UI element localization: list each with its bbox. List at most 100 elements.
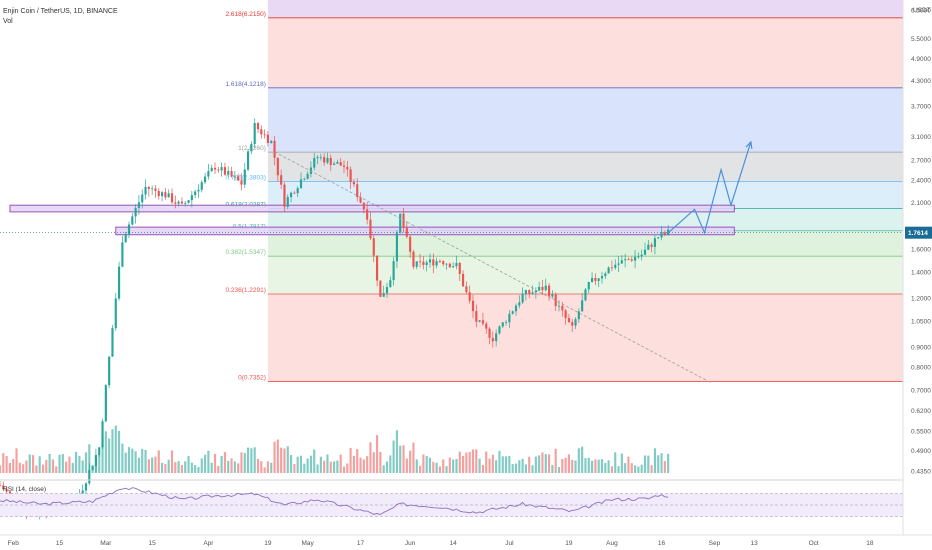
candle-body [94,454,97,467]
fib-label: 0(0.7352) [238,375,266,382]
candle-body [564,310,567,319]
candle-body [524,290,527,294]
candle-body [280,175,283,185]
volume-bar [313,449,316,473]
price-tick-label: 0.5500 [911,429,931,436]
candle-body [650,244,653,247]
volume-bar [392,440,395,473]
time-tick-label: 18 [866,540,874,547]
candle-body [230,171,233,177]
candle-body [137,202,140,208]
volume-bar [577,448,580,473]
candle-body [587,281,590,290]
volume-bar [478,458,481,473]
volume-bar [617,466,620,473]
volume-bar [471,449,475,473]
candle-body [204,176,207,183]
candle-body [399,213,402,233]
candle-body [141,194,144,203]
candle-body [607,267,610,274]
candle-body [455,262,458,267]
volume-bar [18,462,21,473]
volume-bar [299,455,303,473]
volume-bar [650,465,653,473]
volume-bar [498,450,501,473]
time-tick-label: Apr [203,540,214,547]
volume-bar [382,465,385,473]
volume-bar [253,447,256,473]
projection-line [667,141,752,235]
volume-bar [372,452,375,473]
candle-body [124,234,127,243]
volume-bar [475,449,478,473]
candle-body [660,232,663,238]
candle-body [501,322,504,327]
candle-body [359,197,362,203]
fib-label: 2.618(6.2150) [225,11,265,18]
volume-bar [220,455,223,473]
candle-body [518,302,521,306]
volume-bar [604,462,607,473]
volume-bar [462,455,465,473]
volume-bar [554,448,557,473]
candle-body [174,202,177,204]
candle-body [111,328,114,357]
candle-body [428,259,432,263]
fib-zones [267,0,903,382]
volume-bar [584,458,587,473]
volume-bar [366,456,369,473]
candle-body [177,201,180,204]
candle-body [184,202,187,204]
candle-body [151,188,154,190]
volume-bar [45,459,48,473]
volume-bar [98,454,101,473]
candle-body [584,289,587,301]
volume-bar [197,467,200,473]
volume-bar [283,448,286,473]
volume-bar [5,455,8,473]
volume-bar [428,457,432,473]
volume-bar [293,464,296,473]
volume-bar [200,458,203,473]
volume-bar [164,463,167,473]
volume-bar [213,453,217,473]
volume-bar [415,459,418,473]
volume-bar [286,446,289,473]
candle-body [170,193,174,203]
volume-bar [538,455,541,473]
volume-bar [481,465,484,473]
candle-body [591,278,594,282]
zone-box [115,226,735,236]
candle-body [448,263,451,268]
candle-body [342,165,346,167]
candle-body [491,337,494,342]
candle-body [468,292,471,301]
candle-body [223,167,226,175]
price-tick-label: 0.4900 [911,448,931,455]
currency-label: USDT [913,7,931,14]
volume-bar [134,451,137,473]
candle-body [81,490,84,496]
volume-bar [600,459,604,473]
candle-body [395,232,398,262]
volume-bar [240,452,243,473]
fib-label: 0.236(1.2291) [225,287,265,294]
volume-bar [637,466,640,473]
projection-arrowhead [745,140,753,149]
volume-bar [32,455,35,473]
volume-bar [627,456,630,473]
volume-bar [505,456,508,473]
volume-bar [438,466,441,473]
volume-bar [319,456,322,473]
projection-path [667,140,753,235]
volume-bar [435,462,438,473]
candle-body [339,162,342,166]
candle-body [114,298,117,329]
volume-bar [280,447,283,473]
volume-bar [508,455,511,473]
axis-background [903,0,932,550]
volume-bar [581,446,584,473]
volume-bar [455,458,458,473]
volume-bar [243,452,246,473]
